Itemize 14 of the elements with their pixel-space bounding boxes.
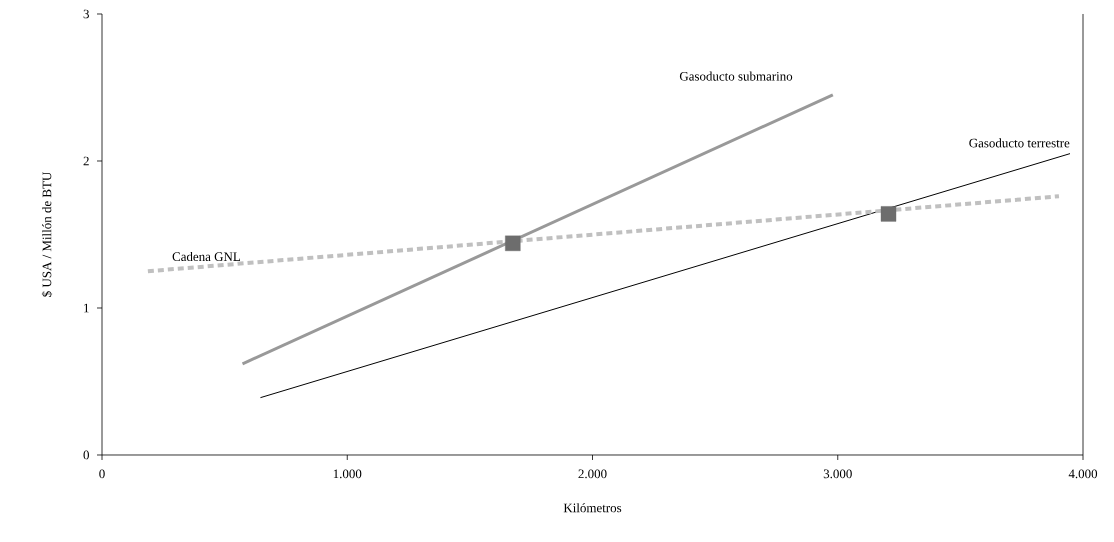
y-tick-label: 0	[83, 450, 89, 460]
x-tick-label: 1.000	[333, 469, 362, 479]
x-tick-label: 3.000	[823, 469, 852, 479]
y-tick-label: 2	[83, 156, 89, 166]
y-axis-title: $ USA / Millón de BTU	[41, 171, 53, 297]
y-tick-label: 3	[83, 9, 89, 19]
y-tick-label: 1	[84, 303, 89, 313]
x-tick-label: 2.000	[578, 469, 607, 479]
series-label: Gasoducto terrestre	[969, 138, 1070, 148]
x-tick-label: 0	[99, 469, 105, 479]
series-label: Cadena GNL	[172, 251, 240, 262]
text: Gasoducto submarino	[679, 71, 793, 81]
x-tick-label: 4.000	[1068, 469, 1098, 479]
x-axis-title: Kilómetros	[563, 503, 622, 513]
